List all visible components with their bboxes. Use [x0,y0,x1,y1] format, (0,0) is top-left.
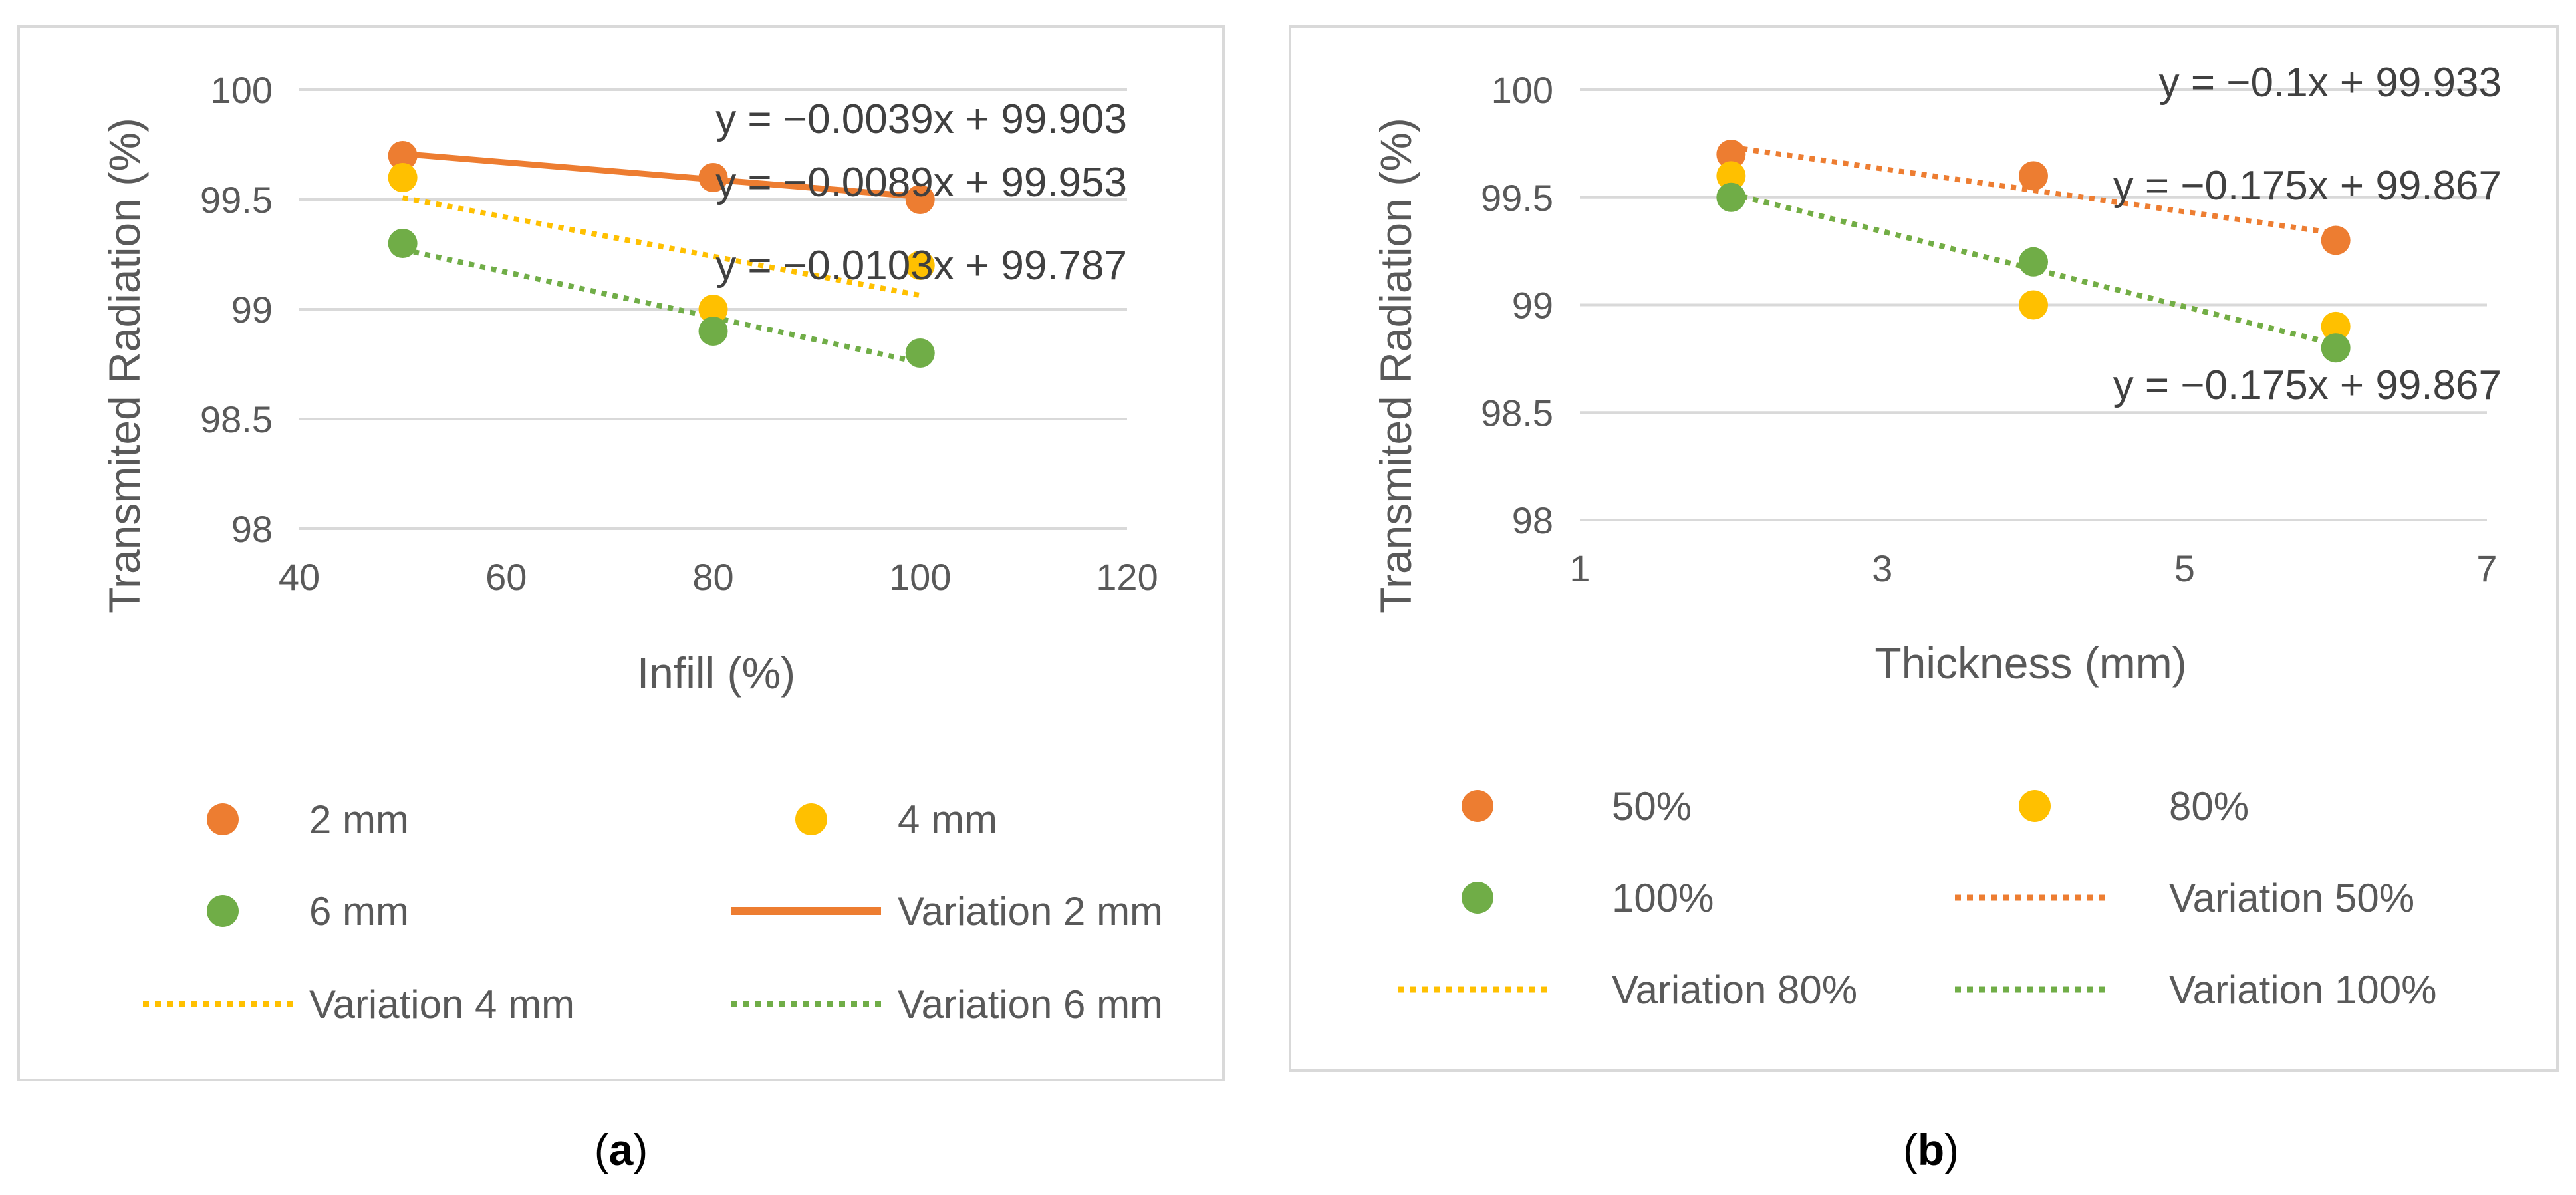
y-tick-label: 99 [231,289,273,331]
data-point [388,163,418,192]
trend-equation: y = −0.0089x + 99.953 [715,160,1127,205]
y-tick-label: 99.5 [200,179,273,221]
legend-item: 50% [1462,784,1692,829]
caption-b: (b) [1903,1125,1959,1174]
gridlines-a [299,88,1127,530]
y-tick-label: 98.5 [1481,392,1553,434]
data-point [905,338,935,368]
x-tick-label: 60 [485,556,527,598]
y-axis-title-a: Transmited Radiation (%) [100,118,149,614]
x-tick-labels-a: 40 60 80 100 120 [279,556,1158,598]
trendlines-a [402,150,921,366]
legend-marker [2019,790,2051,822]
data-point [2321,311,2351,341]
legend-marker [207,895,239,927]
trend-equation: y = −0.1x + 99.933 [2159,60,2502,106]
legend-item: Variation 2 mm [731,889,1163,934]
legend-label: Variation 100% [2169,968,2436,1012]
data-point [698,295,728,324]
legend-label: Variation 50% [2169,876,2414,920]
data-point [2321,225,2351,255]
legend-item: Variation 6 mm [731,982,1163,1027]
trend-equations-b: y = −0.1x + 99.933 y = −0.175x + 99.867 y … [2113,60,2502,408]
legend-item: Variation 4 mm [143,982,575,1027]
legend-item: 100% [1462,876,1714,920]
legend-marker [1462,882,1493,914]
data-point [2019,247,2048,277]
caption-a: (a) [594,1125,648,1174]
legend-label: 50% [1612,784,1692,829]
trendline [402,247,921,366]
legend-item: 4 mm [795,797,997,842]
trend-equation: y = −0.0103x + 99.787 [715,243,1127,289]
trend-equation: y = −0.175x + 99.867 [2113,163,2502,209]
data-point [388,229,418,258]
trend-equation: y = −0.0039x + 99.903 [715,96,1127,142]
x-tick-label: 100 [889,556,951,598]
y-axis-title-b: Transmited Radiation (%) [1371,118,1420,614]
legend-label: Variation 4 mm [309,982,575,1027]
legend-a: 2 mm 4 mm 6 mm Variation 2 mm Variation 4 mm… [143,797,1163,1027]
legend-label: 6 mm [309,889,409,934]
legend-label: 4 mm [898,797,997,842]
legend-item: Variation 80% [1398,968,1857,1012]
x-tick-label: 3 [1872,547,1892,589]
data-point [698,317,728,346]
y-tick-label: 98.5 [200,398,273,440]
x-tick-labels-b: 1 3 5 7 [1569,547,2497,589]
legend-label: 80% [2169,784,2249,829]
y-tick-label: 98 [231,508,273,550]
legend-label: Variation 6 mm [898,982,1163,1027]
legend-item: 80% [2019,784,2249,829]
x-tick-label: 40 [279,556,320,598]
trend-equation: y = −0.175x + 99.867 [2113,362,2502,408]
x-tick-label: 7 [2476,547,2497,589]
legend-marker [1462,790,1493,822]
data-point [905,185,935,214]
y-tick-label: 100 [1491,69,1553,111]
legend-item: 2 mm [207,797,409,842]
legend-label: Variation 80% [1612,968,1857,1012]
data-point [1716,182,1746,212]
y-tick-label: 100 [211,69,273,111]
x-axis-title-a: Infill (%) [637,648,795,698]
chart-panel-a: 40 60 80 100 120 98 98.5 99 99.5 100 y = −0.0039… [17,25,1225,1081]
legend-label: 2 mm [309,797,409,842]
trendline [402,195,921,299]
data-point [905,251,935,280]
data-point [1716,140,1746,170]
legend-item: Variation 100% [1955,968,2436,1012]
x-tick-label: 5 [2174,547,2195,589]
legend-label: 100% [1612,876,1714,920]
trendline [402,150,921,200]
data-point [388,141,418,170]
legend-b: 50% 80% 100% Variation 50% Variation 80% Vari… [1398,784,2436,1012]
chart-frame-b [1289,25,2559,1072]
data-point [1716,161,1746,191]
y-tick-label: 99.5 [1481,177,1553,219]
data-point [2321,333,2351,363]
data-point [2019,290,2048,320]
data-point [2019,161,2048,191]
x-tick-label: 120 [1096,556,1158,598]
x-axis-title-b: Thickness (mm) [1874,638,2186,688]
data-points-b [1716,140,2351,363]
data-points-a [388,141,935,368]
y-tick-label: 99 [1512,285,1553,327]
x-tick-label: 80 [692,556,733,598]
legend-marker [207,803,239,835]
y-tick-labels-a: 98 98.5 99 99.5 100 [200,69,273,550]
legend-item: Variation 50% [1955,876,2414,920]
y-tick-label: 98 [1512,499,1553,541]
trendline [1730,191,2337,347]
legend-label: Variation 2 mm [898,889,1163,934]
y-tick-labels-b: 98 98.5 99 99.5 100 [1481,69,1553,541]
legend-marker [795,803,827,835]
legend-item: 6 mm [207,889,409,934]
data-point [698,163,728,192]
trend-equations-a: y = −0.0039x + 99.903 y = −0.0089x + 99.9… [715,96,1127,289]
x-tick-label: 1 [1569,547,1590,589]
